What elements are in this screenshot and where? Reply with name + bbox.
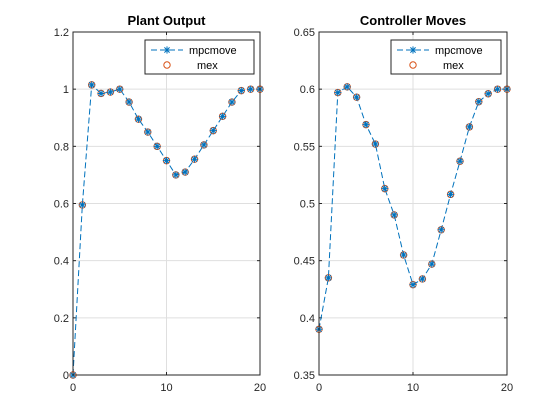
controller-moves-axes-box (318, 31, 508, 376)
plant-output-mpcmove-point (219, 112, 227, 120)
plant-output-legend-mex-marker (163, 61, 171, 69)
plant-output-axes-box (72, 31, 261, 376)
plant-output-mpcmove-point (125, 98, 133, 106)
plant-output-mpcmove-point (97, 89, 105, 98)
controller-moves-mpcmove-point (465, 123, 473, 131)
plant-output-mpcmove-point (200, 141, 208, 149)
controller-moves-mpcmove-point (324, 274, 332, 282)
controller-moves-mpcmove-point (362, 121, 370, 129)
plant-output-mpcmove-point (144, 128, 152, 136)
plant-output-legend-box (144, 39, 255, 75)
plant-output-plot: 0 10 20 0 0.2 0.4 0.6 0.8 1 1.2 Plant Output mpcmov… (54, 13, 266, 394)
plant-output-mpcmove-point (237, 86, 245, 95)
controller-moves-y-tick-label: 0.45 (294, 256, 315, 268)
controller-moves-legend-mpcmove-marker (409, 46, 417, 54)
plant-output-mpcmove-point (134, 115, 143, 123)
plant-output-x-tick-label: 10 (160, 382, 172, 394)
controller-moves-mpcmove-point (381, 185, 389, 193)
plant-output-mpcmove-point (172, 171, 180, 179)
plant-output-mpcmove-point (162, 157, 171, 165)
plant-output-mpcmove-point (88, 81, 96, 89)
controller-moves-mpcmove-point (400, 251, 408, 259)
plant-output-mpcmove-point (228, 98, 236, 106)
controller-moves-y-tick-label: 0.35 (294, 370, 315, 382)
controller-moves-legend-mpcmove-label: mpcmove (435, 45, 483, 57)
controller-moves-mpcmove-point (437, 226, 445, 234)
controller-moves-y-tick-label: 0.55 (294, 141, 315, 153)
controller-moves-mpcmove-point (371, 140, 379, 148)
plant-output-y-tick-label: 0.4 (54, 256, 69, 268)
controller-moves-y-tick-label: 0.4 (300, 313, 315, 325)
controller-moves-legend-mex-label: mex (443, 60, 464, 72)
controller-moves-legend-mex-marker (409, 61, 417, 69)
plant-output-x-tick-label: 20 (254, 382, 266, 394)
controller-moves-mpcmove-point (390, 211, 398, 219)
controller-moves-legend-box (390, 39, 502, 75)
plant-output-y-tick-label: 1.2 (54, 27, 69, 39)
plant-output-legend: mpcmove mex (144, 39, 255, 75)
plant-output-legend-mpcmove-label: mpcmove (189, 45, 237, 57)
controller-moves-mpcmove-point (418, 275, 426, 283)
controller-moves-x-tick-label: 10 (407, 382, 419, 394)
plant-output-legend-mpcmove-marker (163, 46, 171, 54)
controller-moves-mpcmove-point (475, 98, 483, 106)
controller-moves-mpcmove-point (484, 90, 492, 98)
controller-moves-y-tick-label: 0.5 (300, 199, 315, 211)
controller-moves-plot: 0 10 20 0.35 0.4 0.45 0.5 0.55 0.6 0.65 Controller… (294, 13, 514, 394)
plant-output-title: Plant Output (128, 13, 207, 28)
controller-moves-x-tick-label: 20 (501, 382, 513, 394)
controller-moves-mpcmove-point (334, 88, 342, 97)
controller-moves-mpcmove-point (456, 157, 464, 165)
controller-moves-y-tick-label: 0.65 (294, 27, 315, 39)
controller-moves-mpcmove-point (353, 93, 361, 101)
controller-moves-legend: mpcmove mex (390, 39, 502, 75)
controller-moves-mpcmove-point (494, 85, 502, 93)
plant-output-legend-mex-label: mex (197, 60, 218, 72)
plant-output-y-tick-label: 0.8 (54, 141, 69, 153)
plant-output-mpcmove-point (106, 88, 114, 96)
plant-output-mpcmove-point (190, 155, 199, 163)
plant-output-y-tick-label: 0.6 (54, 199, 69, 211)
plant-output-mpcmove-point (209, 127, 217, 135)
plant-output-x-tick-label: 0 (70, 382, 76, 394)
plant-output-y-tick-label: 0 (63, 370, 69, 382)
plant-output-y-tick-label: 0.2 (54, 313, 69, 325)
plant-output-y-tick-label: 1 (63, 84, 69, 96)
controller-moves-mpcmove-point (409, 281, 417, 289)
plant-output-mpcmove-point (153, 142, 161, 150)
controller-moves-y-tick-label: 0.6 (300, 84, 315, 96)
plant-output-mpcmove-point (181, 168, 189, 176)
plant-output-mpcmove-point (116, 85, 124, 93)
controller-moves-x-tick-label: 0 (316, 382, 322, 394)
controller-moves-mpcmove-point (447, 190, 455, 198)
controller-moves-mpcmove-point (343, 83, 351, 91)
controller-moves-mpcmove-point (428, 260, 436, 268)
plant-output-mpcmove-point (247, 85, 255, 93)
controller-moves-title: Controller Moves (360, 13, 466, 28)
plant-output-mpcmove-point (78, 201, 86, 209)
